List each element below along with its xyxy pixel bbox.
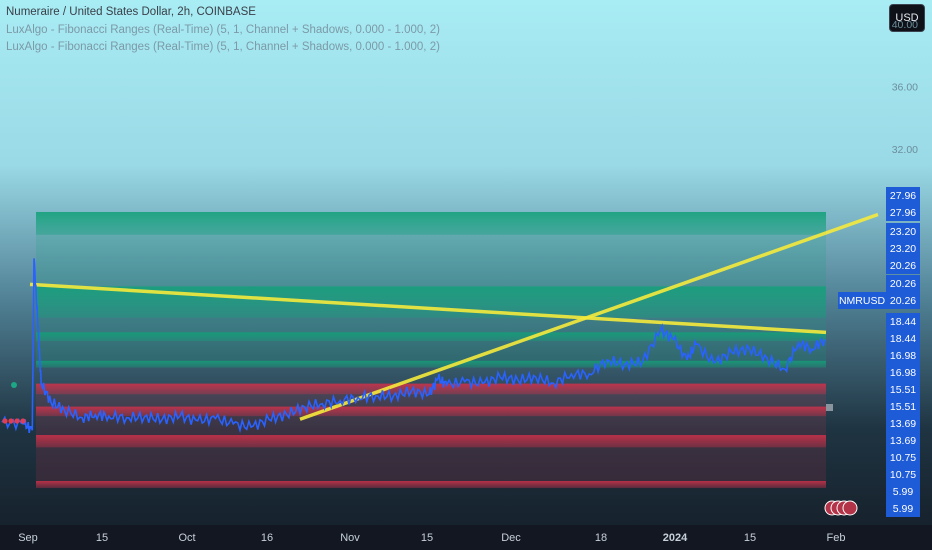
price-label-tag (886, 330, 920, 347)
price-label-tag (886, 223, 920, 240)
fib-band-green (36, 212, 826, 235)
price-label: 27.96 (890, 207, 916, 219)
red-channel-shadow (36, 383, 826, 481)
x-tick-label: Nov (340, 532, 360, 544)
price-label-tag (886, 432, 920, 449)
trend-line-up[interactable] (299, 212, 879, 421)
indicator-legend-1[interactable]: LuxAlgo - Fibonacci Ranges (Real-Time) (… (6, 24, 440, 36)
price-label-tag (886, 275, 920, 292)
fib-band-green (36, 332, 826, 342)
event-flag-icon[interactable] (842, 500, 858, 516)
price-label-tag (886, 347, 920, 364)
trend-line-down[interactable] (29, 282, 827, 335)
price-series-line (1, 258, 826, 434)
fib-band-red (36, 435, 826, 448)
price-label: 15.51 (890, 401, 916, 413)
bear-signal-marker (14, 418, 20, 424)
price-label: 10.75 (890, 469, 916, 481)
price-label: 5.99 (893, 486, 914, 498)
price-label: 18.44 (890, 333, 916, 345)
price-label: 20.26 (890, 260, 916, 272)
price-label: 15.51 (890, 384, 916, 396)
x-tick-label: 15 (96, 532, 108, 544)
bear-signal-marker (8, 418, 14, 424)
price-label-tag (886, 500, 920, 517)
time-axis[interactable] (0, 525, 932, 550)
last-price-tag (886, 292, 920, 309)
price-label-tag (886, 204, 920, 221)
x-tick-label: Sep (18, 532, 38, 544)
price-label: 10.75 (890, 452, 916, 464)
x-tick-label: 18 (595, 532, 607, 544)
currency-button[interactable]: USD (889, 4, 925, 32)
x-tick-label: 15 (421, 532, 433, 544)
fib-band-green (36, 360, 826, 368)
x-tick-label: 16 (261, 532, 273, 544)
y-grid-label: 32.00 (892, 144, 918, 156)
fib-band-red (36, 481, 826, 489)
x-tick-label: 2024 (663, 532, 688, 544)
price-label-tag (886, 483, 920, 500)
price-label-tag (886, 466, 920, 483)
price-label-tag (886, 187, 920, 204)
price-label: 16.98 (890, 350, 916, 362)
price-label: 23.20 (890, 226, 916, 238)
chart-title: Numeraire / United States Dollar, 2h, CO… (6, 6, 256, 18)
scroll-marker[interactable] (826, 404, 833, 411)
price-label-tag (886, 415, 920, 432)
y-grid-label: 36.00 (892, 81, 918, 93)
price-label: 5.99 (893, 503, 914, 515)
price-label-tag (886, 240, 920, 257)
price-label: 16.98 (890, 367, 916, 379)
price-label-tag (886, 381, 920, 398)
price-label-tag (886, 398, 920, 415)
bull-signal-marker (11, 382, 17, 388)
price-label-tag (886, 364, 920, 381)
bear-signal-marker (2, 418, 8, 424)
x-tick-label: 15 (744, 532, 756, 544)
price-label-tag (886, 313, 920, 330)
price-label: 23.20 (890, 243, 916, 255)
indicator-legend-2[interactable]: LuxAlgo - Fibonacci Ranges (Real-Time) (… (6, 41, 440, 53)
x-tick-label: Dec (501, 532, 521, 544)
symbol-label: NMRUSD (839, 295, 885, 307)
x-tick-label: Feb (827, 532, 846, 544)
bear-signal-marker (20, 418, 26, 424)
price-label: 20.26 (890, 278, 916, 290)
x-tick-label: Oct (178, 532, 195, 544)
fib-band-red (36, 406, 826, 417)
price-label: 18.44 (890, 316, 916, 328)
price-label: 13.69 (890, 435, 916, 447)
price-label: 13.69 (890, 418, 916, 430)
price-label-tag (886, 257, 920, 274)
price-label-tag (886, 449, 920, 466)
last-price-label: 20.26 (890, 295, 916, 307)
price-label: 27.96 (890, 190, 916, 202)
y-grid-label: 40.00 (892, 19, 918, 31)
symbol-price-tag[interactable] (838, 292, 886, 309)
